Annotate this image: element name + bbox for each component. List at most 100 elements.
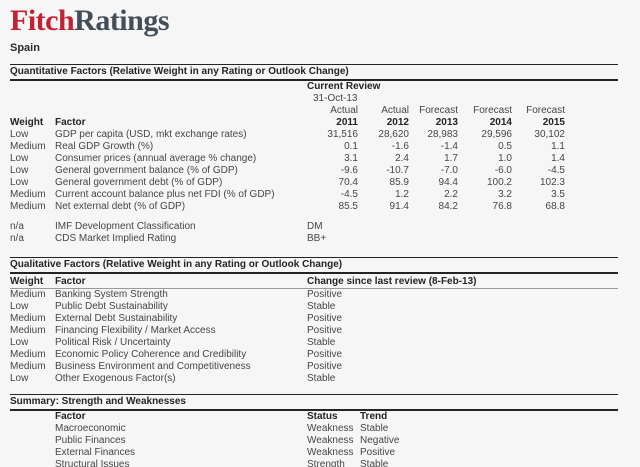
change-cell: Stable [307, 372, 336, 384]
weight-cell: Medium [10, 348, 46, 360]
table-row: Medium Economic Policy Coherence and Cre… [10, 349, 618, 361]
value-cell: 102.3 [539, 177, 565, 188]
value-cell: -1.4 [440, 141, 458, 152]
factor-cell: Structural Issues [55, 458, 130, 467]
weight-cell: Low [10, 372, 29, 384]
value-cell: 76.8 [492, 201, 512, 212]
classification-table: n/a IMF Development Classification DM n/… [10, 221, 618, 245]
logo-ratings-text: Ratings [74, 4, 170, 37]
weight-cell: Low [10, 129, 29, 140]
value-cell: BB+ [307, 233, 327, 244]
value-cell: 68.8 [545, 201, 565, 212]
table-row: Macroeconomic Weakness Stable [10, 423, 618, 435]
status-header: Status [307, 410, 338, 422]
weight-cell: Medium [10, 189, 46, 200]
logo-fitch-text: Fitch [10, 4, 75, 37]
value-cell: 30,102 [534, 129, 565, 140]
current-review-row: Current Review [10, 81, 618, 93]
factor-cell: General government balance (% of GDP) [55, 165, 238, 176]
country-title: Spain [10, 42, 40, 54]
value-cell: 29,596 [481, 129, 512, 140]
factor-cell: Current account balance plus net FDI (% … [55, 189, 275, 200]
current-review-date: 31-Oct-13 [313, 93, 358, 104]
value-cell: DM [307, 221, 323, 232]
table-row: Low Consumer prices (annual average % ch… [10, 153, 618, 165]
value-cell: 3.1 [344, 153, 358, 164]
table-row: Low GDP per capita (USD, mkt exchange ra… [10, 129, 618, 141]
fitch-ratings-logo: FitchRatings [10, 6, 618, 36]
table-row: Medium Current account balance plus net … [10, 189, 618, 201]
weight-cell: Low [10, 153, 29, 164]
table-row: Medium Net external debt (% of GDP) 85.5… [10, 201, 618, 213]
value-cell: -4.5 [340, 189, 358, 200]
trend-cell: Negative [360, 434, 400, 446]
factor-cell: Macroeconomic [55, 422, 126, 434]
change-cell: Stable [307, 300, 336, 312]
factor-cell: Financing Flexibility / Market Access [55, 324, 216, 336]
col-year: 2011 [336, 117, 358, 128]
col-year: 2012 [386, 117, 409, 128]
table-row: Low Political Risk / Uncertainty Stable [10, 337, 618, 349]
factor-cell: External Debt Sustainability [55, 312, 178, 324]
value-cell: 2.4 [395, 153, 409, 164]
qualitative-table: Weight Factor Change since last review (… [10, 274, 618, 385]
status-cell: Weakness [307, 422, 354, 434]
qualitative-section-title: Qualitative Factors (Relative Weight in … [10, 257, 618, 274]
value-cell: 31,516 [327, 129, 358, 140]
factor-cell: Business Environment and Competitiveness [55, 360, 251, 372]
value-cell: 3.2 [498, 189, 512, 200]
summary-header-row: Factor Status Trend [10, 411, 618, 423]
value-cell: 1.1 [551, 141, 565, 152]
column-year-header-row: Weight Factor 2011 2012 2013 2014 2015 [10, 117, 618, 129]
qualitative-header-row: Weight Factor Change since last review (… [10, 274, 618, 289]
status-cell: Weakness [307, 446, 354, 458]
table-row: n/a IMF Development Classification DM [10, 221, 618, 233]
factor-cell: Public Finances [55, 434, 126, 446]
factor-cell: Net external debt (% of GDP) [55, 201, 186, 212]
factor-cell: IMF Development Classification [55, 221, 196, 232]
factor-cell: Political Risk / Uncertainty [55, 336, 171, 348]
value-cell: 28,983 [427, 129, 458, 140]
table-row: Medium Business Environment and Competit… [10, 361, 618, 373]
value-cell: 1.4 [551, 153, 565, 164]
factor-header: Factor [55, 274, 307, 289]
table-row: Medium Banking System Strength Positive [10, 288, 618, 301]
table-row: Low Other Exogenous Factor(s) Stable [10, 373, 618, 385]
value-cell: 94.4 [438, 177, 458, 188]
table-row: Public Finances Weakness Negative [10, 435, 618, 447]
col-year: 2013 [435, 117, 458, 128]
table-row: Medium Real GDP Growth (%) 0.1 -1.6 -1.4… [10, 141, 618, 153]
weight-cell: Medium [10, 288, 46, 300]
value-cell: 2.2 [444, 189, 458, 200]
col-year: 2015 [542, 117, 565, 128]
change-cell: Positive [307, 348, 343, 360]
factor-header: Factor [55, 410, 86, 422]
weight-cell: Low [10, 300, 29, 312]
status-cell: Weakness [307, 434, 354, 446]
value-cell: -4.5 [547, 165, 565, 176]
table-row: Low General government debt (% of GDP) 7… [10, 177, 618, 189]
table-row: Medium External Debt Sustainability Posi… [10, 313, 618, 325]
weight-cell: Low [10, 177, 29, 188]
table-row: n/a CDS Market Implied Rating BB+ [10, 233, 618, 245]
factor-cell: General government debt (% of GDP) [55, 177, 223, 188]
weight-cell: Low [10, 336, 29, 348]
change-cell: Positive [307, 288, 343, 300]
value-cell: 84.2 [438, 201, 458, 212]
change-cell: Positive [307, 312, 343, 324]
weight-header: Weight [10, 274, 55, 289]
table-row: External Finances Weakness Positive [10, 447, 618, 459]
change-header: Change since last review (8-Feb-13) [307, 274, 618, 289]
spacer [10, 213, 618, 221]
col-type: Actual [381, 105, 409, 116]
value-cell: 70.4 [338, 177, 358, 188]
factor-cell: Consumer prices (annual average % change… [55, 153, 257, 164]
table-row: Low General government balance (% of GDP… [10, 165, 618, 177]
value-cell: -9.6 [340, 165, 358, 176]
table-row: Low Public Debt Sustainability Stable [10, 301, 618, 313]
summary-section-title: Summary: Strength and Weaknesses [10, 393, 618, 411]
value-cell: -7.0 [440, 165, 458, 176]
change-cell: Positive [307, 360, 343, 372]
value-cell: 1.2 [395, 189, 409, 200]
